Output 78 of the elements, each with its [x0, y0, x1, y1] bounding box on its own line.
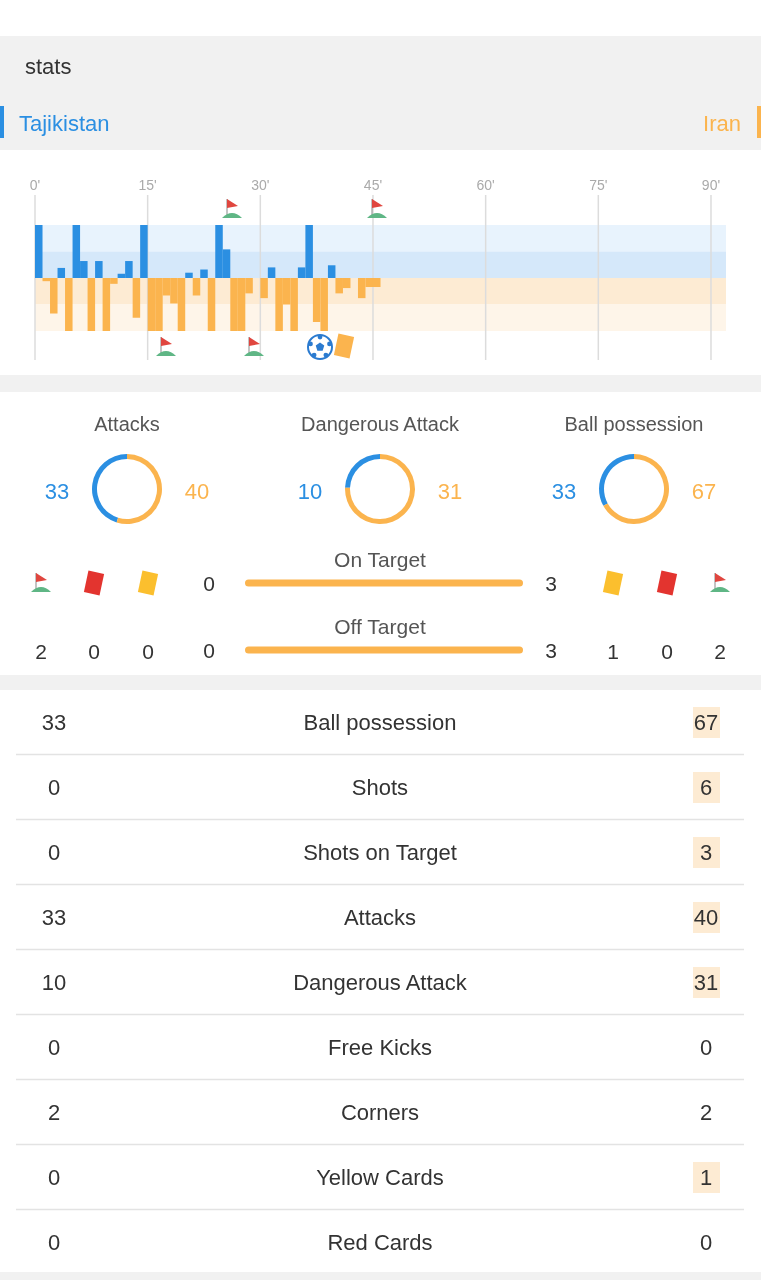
data-label: 10	[297, 479, 323, 504]
data-label: 1	[699, 1165, 713, 1190]
data-label: 33	[41, 905, 67, 930]
text: 2	[35, 640, 47, 663]
chart-title: Ball possession	[564, 413, 704, 435]
data-label: 33	[41, 710, 67, 735]
bar	[185, 272, 193, 278]
data-label: 40	[184, 479, 210, 504]
bar	[207, 278, 216, 331]
x-tick-label: 15'	[138, 177, 157, 193]
chart-title: Dangerous Attack	[301, 413, 460, 435]
data-label: 31	[437, 479, 463, 504]
data-label: 0	[47, 1165, 61, 1190]
bar	[192, 278, 201, 296]
chart-title: Attacks	[94, 413, 160, 435]
donut-slice	[345, 454, 380, 488]
text: 2	[714, 640, 726, 663]
data-label: 67	[693, 710, 719, 735]
text: Iran	[703, 111, 741, 136]
data-label: 0	[699, 1230, 713, 1255]
bar	[200, 269, 208, 278]
data-label: 0	[699, 1035, 713, 1060]
data-label: 2	[699, 1100, 713, 1125]
data-label: 67	[691, 479, 717, 504]
data-label: 0	[47, 775, 61, 800]
category-label: Red Cards	[327, 1230, 433, 1255]
data-label: 0	[203, 572, 215, 595]
bar	[95, 261, 103, 278]
data-label: 0	[203, 639, 215, 662]
y-tick-label: Off Target	[334, 615, 426, 638]
donut-slice	[603, 454, 669, 524]
category-label: Shots	[351, 775, 409, 800]
data-label: 0	[47, 1230, 61, 1255]
bar	[260, 278, 268, 299]
donut-slice	[599, 454, 634, 506]
x-tick-label: 90'	[701, 177, 721, 193]
text: 0	[661, 640, 673, 663]
category-label: Dangerous Attack	[293, 970, 468, 995]
data-label: 3	[699, 840, 713, 865]
bar	[65, 278, 73, 331]
category-label: Free Kicks	[328, 1035, 432, 1060]
chart-title: stats	[25, 54, 72, 79]
data-label: 0	[47, 1035, 61, 1060]
text: 0	[88, 640, 100, 663]
category-label: Attacks	[343, 905, 417, 930]
text: 1	[607, 640, 619, 663]
bar	[267, 267, 276, 278]
legend-label: Tajikistan	[19, 111, 110, 136]
x-tick-label: 45'	[363, 177, 383, 193]
category-label: Shots on Target	[303, 840, 457, 865]
data-label: 40	[693, 905, 719, 930]
data-label: 33	[44, 479, 70, 504]
donut-slice	[345, 454, 415, 524]
data-label: 33	[551, 479, 577, 504]
data-label: 31	[693, 970, 719, 995]
donut-slice	[116, 454, 162, 524]
data-label: 10	[41, 970, 67, 995]
data-label: 3	[545, 572, 557, 595]
text: 0	[142, 640, 154, 663]
data-label: 2	[47, 1100, 61, 1125]
bar	[140, 225, 148, 278]
x-tick-label: 75'	[589, 177, 608, 193]
x-tick-label: 30'	[251, 177, 270, 193]
x-tick-label: 0'	[29, 177, 41, 193]
data-label: 3	[545, 639, 557, 662]
bar	[35, 225, 43, 278]
category-label: Corners	[340, 1100, 420, 1125]
category-label: Yellow Cards	[316, 1165, 444, 1190]
category-label: Ball possession	[303, 710, 457, 735]
data-label: 0	[47, 840, 61, 865]
bar	[87, 278, 96, 331]
bar	[327, 265, 336, 278]
donut-slice	[92, 454, 127, 523]
y-tick-label: On Target	[334, 548, 427, 571]
data-label: 6	[699, 775, 713, 800]
bar	[132, 278, 141, 318]
bar	[57, 267, 66, 278]
x-tick-label: 60'	[476, 177, 495, 193]
